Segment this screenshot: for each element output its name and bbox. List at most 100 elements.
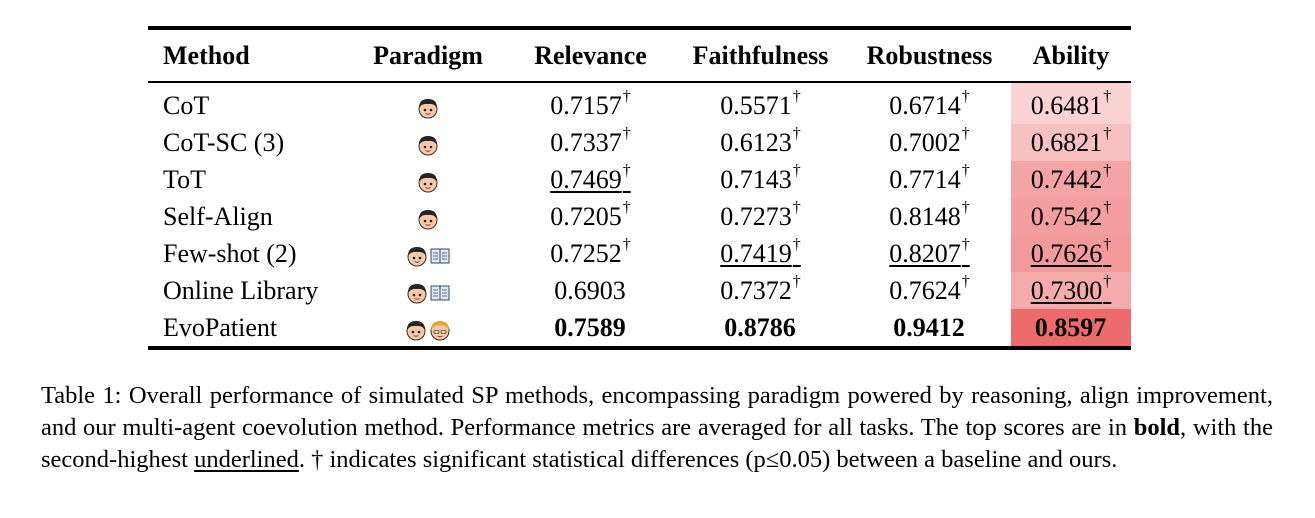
ability-value: 0.7542 (1030, 201, 1103, 231)
faithfulness-cell: 0.8786 (673, 309, 848, 346)
header-row: Method Paradigm Relevance Faithfulness R… (148, 30, 1131, 81)
faithfulness-value: 0.8786 (724, 312, 796, 342)
caption-underlined-word: underlined (194, 446, 299, 473)
ability-value: 0.8597 (1034, 312, 1107, 342)
relevance-cell: 0.6903 (508, 272, 673, 309)
robustness-value: 0.9412 (893, 312, 965, 342)
header-method: Method (163, 40, 250, 70)
significance-mark: † (622, 124, 631, 142)
header-ability: Ability (1032, 40, 1110, 70)
ability-value: 0.7442 (1030, 164, 1103, 194)
robustness-value: 0.6714 (889, 90, 961, 120)
ability-value: 0.6821 (1030, 127, 1103, 157)
relevance-value: 0.7157 (550, 90, 622, 120)
significance-mark: † (1103, 198, 1112, 216)
faithfulness-value: 0.7273 (720, 201, 792, 231)
faithfulness-value: 0.6123 (720, 127, 792, 157)
robustness-cell: 0.7002† (848, 124, 1011, 161)
table-mid-rule (148, 81, 1131, 83)
ability-value: 0.6481 (1030, 90, 1103, 120)
patient-face-icon (417, 171, 439, 193)
header-paradigm: Paradigm (373, 40, 483, 70)
significance-mark: † (1103, 161, 1112, 179)
significance-mark: † (792, 198, 801, 216)
patient-face-icon (417, 208, 439, 230)
relevance-cell: 0.7157† (508, 83, 673, 124)
method-cell: Online Library (163, 275, 319, 305)
patient-face-icon (417, 97, 439, 119)
relevance-value: 0.7205 (550, 201, 622, 231)
significance-mark: † (961, 272, 970, 290)
relevance-cell: 0.7337† (508, 124, 673, 161)
table-row: CoT-SC (3) 0.7337† 0.6123† 0.7002† 0.6821† (148, 124, 1131, 161)
header-robustness: Robustness (866, 40, 993, 70)
faithfulness-cell: 0.6123† (673, 124, 848, 161)
doctor-face-icon (429, 319, 451, 341)
method-cell: ToT (163, 164, 206, 194)
caption-text-3: . † indicates significant statistical di… (298, 446, 1118, 473)
faithfulness-cell: 0.5571† (673, 83, 848, 124)
table-top-rule (148, 26, 1131, 30)
faithfulness-value: 0.5571 (720, 90, 792, 120)
significance-mark: † (792, 272, 801, 290)
robustness-cell: 0.9412 (848, 309, 1011, 346)
header-relevance: Relevance (534, 40, 647, 70)
significance-mark: † (622, 235, 631, 253)
ability-cell: 0.7626† (1011, 235, 1131, 272)
significance-mark: † (792, 124, 801, 142)
significance-mark: † (792, 87, 801, 105)
patient-face-icon (406, 282, 428, 304)
significance-mark: † (961, 235, 970, 253)
ability-value: 0.7300 (1030, 275, 1103, 305)
relevance-cell: 0.7205† (508, 198, 673, 235)
book-icon (430, 284, 450, 302)
significance-mark: † (961, 198, 970, 216)
significance-mark: † (792, 161, 801, 179)
significance-mark: † (961, 87, 970, 105)
patient-face-icon (417, 134, 439, 156)
robustness-value: 0.8207 (889, 238, 961, 268)
faithfulness-value: 0.7419 (720, 238, 792, 268)
significance-mark: † (1103, 124, 1112, 142)
faithfulness-cell: 0.7419† (673, 235, 848, 272)
significance-mark: † (622, 87, 631, 105)
relevance-value: 0.7337 (550, 127, 622, 157)
patient-face-icon (406, 245, 428, 267)
caption-text-1: Table 1: Overall performance of simulate… (41, 382, 1273, 441)
relevance-cell: 0.7469† (508, 161, 673, 198)
patient-face-icon (405, 319, 427, 341)
faithfulness-cell: 0.7372† (673, 272, 848, 309)
faithfulness-value: 0.7372 (720, 275, 792, 305)
robustness-cell: 0.7714† (848, 161, 1011, 198)
paradigm-cell (348, 161, 508, 198)
robustness-cell: 0.8207† (848, 235, 1011, 272)
ability-cell: 0.7542† (1011, 198, 1131, 235)
relevance-cell: 0.7589 (508, 309, 673, 346)
robustness-cell: 0.6714† (848, 83, 1011, 124)
ability-cell: 0.7442† (1011, 161, 1131, 198)
table-caption: Table 1: Overall performance of simulate… (41, 380, 1273, 476)
robustness-cell: 0.8148† (848, 198, 1011, 235)
robustness-value: 0.8148 (889, 201, 961, 231)
caption-bold-word: bold (1133, 414, 1181, 441)
significance-mark: † (961, 124, 970, 142)
significance-mark: † (1103, 87, 1112, 105)
relevance-value: 0.6903 (554, 275, 626, 305)
significance-mark: † (1103, 272, 1112, 290)
robustness-value: 0.7714 (889, 164, 961, 194)
ability-value: 0.7626 (1030, 238, 1103, 268)
paradigm-cell (348, 309, 508, 346)
method-cell: Self-Align (163, 201, 273, 231)
table-row: Online Library 0.6903 0.7372† 0.7624† 0.7300… (148, 272, 1131, 309)
ability-cell: 0.6481† (1011, 83, 1131, 124)
paradigm-cell (348, 124, 508, 161)
ability-cell: 0.8597 (1011, 309, 1131, 346)
method-cell: EvoPatient (163, 312, 278, 342)
table-row: ToT 0.7469† 0.7143† 0.7714† 0.7442† (148, 161, 1131, 198)
table-row: Self-Align 0.7205† 0.7273† 0.8148† 0.7542† (148, 198, 1131, 235)
method-cell: CoT-SC (3) (163, 127, 285, 157)
table-row: CoT 0.7157† 0.5571† 0.6714† 0.6481† (148, 83, 1131, 124)
method-cell: Few-shot (2) (163, 238, 297, 268)
relevance-value: 0.7469 (550, 164, 622, 194)
significance-mark: † (1103, 235, 1112, 253)
